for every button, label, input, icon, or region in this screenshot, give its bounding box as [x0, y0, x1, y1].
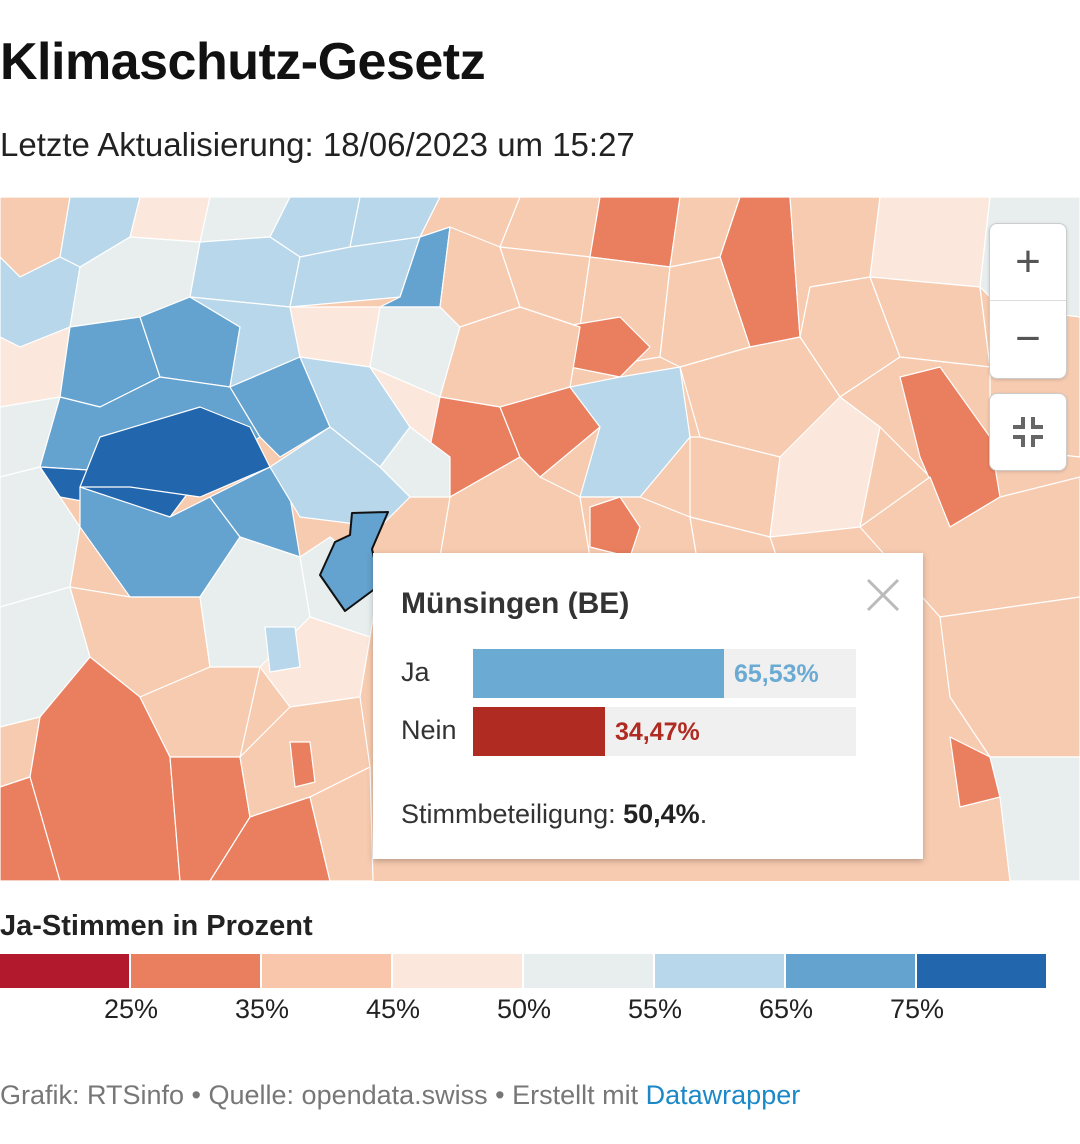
- legend-swatch: [786, 954, 915, 988]
- municipality: [869, 197, 991, 288]
- footer-source: Grafik: RTSinfo • Quelle: opendata.swiss…: [0, 1080, 646, 1110]
- legend-swatch: [393, 954, 522, 988]
- choropleth-map[interactable]: [0, 197, 1080, 881]
- map-svg[interactable]: [0, 197, 1080, 881]
- municipality: [209, 466, 301, 558]
- municipality: [189, 236, 301, 308]
- turnout-label: Stimmbeteiligung:: [401, 799, 616, 829]
- highlighted-municipality: [319, 511, 389, 612]
- legend-swatch: [0, 954, 129, 988]
- last-updated: Letzte Aktualisierung: 18/06/2023 um 15:…: [0, 126, 635, 163]
- no-bar: [473, 707, 605, 756]
- close-icon[interactable]: [863, 575, 903, 615]
- municipality: [0, 776, 61, 881]
- fullscreen-button[interactable]: [989, 393, 1067, 471]
- yes-label: Ja: [401, 657, 430, 687]
- zoom-in-button[interactable]: +: [990, 224, 1066, 301]
- legend-swatch: [262, 954, 391, 988]
- municipality: [139, 666, 261, 758]
- legend-tick-label: 45%: [365, 994, 421, 1024]
- tooltip: Münsingen (BE) Ja 65,53% Nein 34,47% Sti…: [373, 553, 923, 859]
- municipality: [569, 366, 691, 498]
- legend-tick-label: 55%: [627, 994, 683, 1024]
- legend-swatch: [131, 954, 260, 988]
- legend-swatch: [524, 954, 653, 988]
- zoom-controls: + −: [989, 223, 1067, 379]
- legend-tick-label: 35%: [234, 994, 290, 1024]
- municipality: [309, 766, 374, 881]
- turnout-value: 50,4%: [623, 799, 700, 829]
- turnout-text: Stimmbeteiligung: 50,4%.: [401, 799, 707, 830]
- turnout-suffix: .: [699, 799, 708, 829]
- municipality: [129, 197, 211, 243]
- legend-tick-label: 65%: [758, 994, 814, 1024]
- yes-bar: [473, 649, 724, 698]
- datawrapper-link[interactable]: Datawrapper: [645, 1080, 801, 1110]
- yes-value: 65,53%: [734, 660, 819, 688]
- municipality: [79, 406, 271, 498]
- legend-color-scale: [0, 954, 1048, 988]
- municipality: [289, 741, 316, 788]
- municipality: [209, 796, 331, 881]
- tooltip-title: Münsingen (BE): [401, 587, 630, 620]
- no-bar-track: 34,47%: [473, 707, 856, 756]
- legend-title: Ja-Stimmen in Prozent: [0, 910, 313, 942]
- municipality: [769, 396, 881, 538]
- municipality: [939, 596, 1080, 758]
- footer-credits: Grafik: RTSinfo • Quelle: opendata.swiss…: [0, 1080, 800, 1111]
- page-title: Klimaschutz-Gesetz: [0, 33, 486, 91]
- yes-bar-track: 65,53%: [473, 649, 856, 698]
- legend-tick-label: 75%: [889, 994, 945, 1024]
- municipality: [589, 496, 641, 558]
- municipality: [589, 197, 681, 268]
- municipality: [229, 356, 331, 458]
- municipality: [379, 426, 451, 498]
- municipality: [989, 756, 1080, 881]
- legend-tick-label: 25%: [103, 994, 159, 1024]
- legend-swatch: [917, 954, 1046, 988]
- municipality: [264, 626, 301, 673]
- municipality: [499, 386, 601, 478]
- legend-tick-label: 50%: [496, 994, 552, 1024]
- no-label: Nein: [401, 715, 457, 745]
- collapse-icon: [1013, 417, 1043, 447]
- zoom-out-button[interactable]: −: [1015, 314, 1041, 363]
- no-value: 34,47%: [615, 718, 700, 746]
- legend-swatch: [655, 954, 784, 988]
